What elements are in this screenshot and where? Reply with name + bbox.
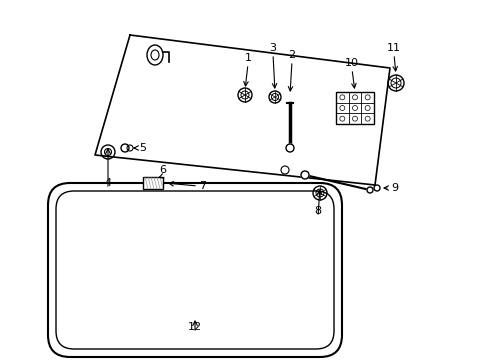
- Text: 10: 10: [345, 58, 358, 68]
- Text: 7: 7: [199, 181, 206, 191]
- Text: 2: 2: [288, 50, 295, 60]
- Text: 12: 12: [187, 322, 202, 332]
- Text: 5: 5: [139, 143, 146, 153]
- Bar: [335, 92, 373, 124]
- Text: 9: 9: [390, 183, 398, 193]
- FancyBboxPatch shape: [56, 191, 333, 349]
- Polygon shape: [95, 35, 389, 185]
- Circle shape: [366, 187, 372, 193]
- Text: 3: 3: [269, 43, 276, 53]
- Circle shape: [285, 144, 293, 152]
- Circle shape: [301, 171, 308, 179]
- Text: 4: 4: [104, 178, 111, 188]
- Text: 11: 11: [386, 43, 400, 53]
- Text: 8: 8: [314, 206, 321, 216]
- Text: 6: 6: [159, 165, 166, 175]
- Bar: [142, 177, 163, 189]
- Text: 1: 1: [244, 53, 251, 63]
- FancyBboxPatch shape: [48, 183, 341, 357]
